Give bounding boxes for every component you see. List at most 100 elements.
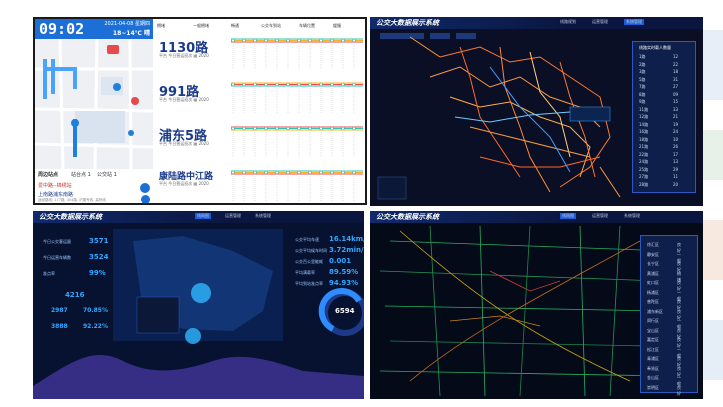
stop-dot[interactable] (341, 82, 345, 87)
line-row[interactable]: 22路 17 (639, 152, 678, 158)
tab-sys[interactable]: 系统管理 (624, 213, 640, 218)
stop-dot[interactable] (319, 82, 323, 87)
line-row[interactable]: 1路 12 (639, 54, 678, 60)
traffic-map[interactable] (370, 211, 703, 399)
stop-dot[interactable] (253, 170, 257, 175)
stop-dot[interactable] (308, 126, 312, 131)
stop-dot[interactable] (341, 38, 345, 43)
stop-dot[interactable] (319, 126, 323, 131)
line-row[interactable]: 9路 15 (639, 99, 678, 105)
stop-dot[interactable] (352, 126, 356, 131)
line-row[interactable]: 3路 18 (639, 69, 678, 75)
tab-network[interactable]: 线网图 (560, 213, 576, 219)
stop-dot[interactable] (352, 38, 356, 43)
tab-sys[interactable]: 系统管理 (624, 19, 644, 25)
district-row[interactable]: 浦东新区 良好 (647, 309, 681, 320)
line-row[interactable]: 7路 27 (639, 84, 678, 90)
stop-dot[interactable] (319, 170, 323, 175)
stop-dot[interactable] (330, 82, 334, 87)
stop-dot[interactable] (253, 126, 257, 131)
route-name-1[interactable]: 1130路 (159, 41, 209, 56)
district-row[interactable]: 闵行区 一般 (647, 318, 681, 329)
stop-dot[interactable] (264, 38, 268, 43)
stop-dot[interactable] (341, 170, 345, 175)
stop-dot[interactable] (242, 126, 246, 131)
tab-sys[interactable]: 系统管理 (255, 213, 271, 218)
navigate-icon[interactable] (140, 183, 150, 193)
stop-dot[interactable] (231, 126, 235, 131)
filter-select-2[interactable] (430, 33, 450, 39)
stop-dot[interactable] (286, 82, 290, 87)
district-row[interactable]: 静安区 一般 (647, 252, 681, 263)
filter-select[interactable] (380, 33, 424, 39)
district-row[interactable]: 崇明区 良好 (647, 385, 681, 396)
district-row[interactable]: 虹口区 良好 (647, 280, 681, 291)
stop-dot[interactable] (286, 126, 290, 131)
bus-network-map[interactable] (370, 17, 703, 206)
tab-bus[interactable]: 公交站 1 (97, 172, 117, 178)
stop-dot[interactable] (330, 38, 334, 43)
stop-dot[interactable] (308, 38, 312, 43)
stop-dot[interactable] (297, 170, 301, 175)
navigate-icon-2[interactable] (141, 195, 150, 203)
line-row[interactable]: 14路 19 (639, 122, 678, 128)
stop-dot[interactable] (330, 170, 334, 175)
stop-dot[interactable] (253, 82, 257, 87)
line-row[interactable]: 27路 11 (639, 174, 678, 180)
stop-dot[interactable] (242, 82, 246, 87)
district-row[interactable]: 嘉定区 良好 (647, 337, 681, 348)
filter-select-3[interactable] (456, 33, 476, 39)
stop-dot[interactable] (286, 38, 290, 43)
stop-dot[interactable] (231, 170, 235, 175)
city-map[interactable] (33, 211, 364, 399)
district-row[interactable]: 宝山区 良好 (647, 328, 681, 339)
stop-dot[interactable] (275, 38, 279, 43)
stop-dot[interactable] (242, 170, 246, 175)
route-name-4[interactable]: 康陆路中江路 (159, 172, 214, 182)
stop-dot[interactable] (275, 170, 279, 175)
tab-ops[interactable]: 运营管理 (592, 19, 608, 24)
line-row[interactable]: 16路 24 (639, 129, 678, 135)
stop-dot[interactable] (286, 170, 290, 175)
stop-dot[interactable] (264, 170, 268, 175)
stop-dot[interactable] (308, 170, 312, 175)
district-row[interactable]: 松江区 一般 (647, 347, 681, 358)
line-row[interactable]: 5路 31 (639, 77, 678, 83)
district-row[interactable]: 黄浦区 拥堵 (647, 271, 681, 282)
district-row[interactable]: 金山区 一般 (647, 375, 681, 386)
stop-dot[interactable] (341, 126, 345, 131)
line-row[interactable]: 24路 13 (639, 159, 678, 165)
stop-dot[interactable] (352, 82, 356, 87)
stop-dot[interactable] (297, 126, 301, 131)
line-row[interactable]: 8路 09 (639, 92, 678, 98)
stop-dot[interactable] (231, 82, 235, 87)
tab-plan[interactable]: 线路规划 (560, 19, 576, 24)
district-row[interactable]: 徐汇区 良好 (647, 242, 681, 253)
district-row[interactable]: 普陀区 良好 (647, 299, 681, 310)
stop-dot[interactable] (264, 82, 268, 87)
route-name-3[interactable]: 浦东5路 (159, 129, 208, 144)
stop-dot[interactable] (253, 38, 257, 43)
district-row[interactable]: 杨浦区 一般 (647, 290, 681, 301)
tab-network[interactable]: 线网图 (195, 213, 211, 219)
route-name-2[interactable]: 991路 (159, 85, 200, 100)
line-row[interactable]: 2路 22 (639, 62, 678, 68)
street-map[interactable] (35, 38, 154, 170)
district-row[interactable]: 长宁区 良好 (647, 261, 681, 272)
line-row[interactable]: 12路 21 (639, 114, 678, 120)
stop-dot[interactable] (231, 38, 235, 43)
tab-ops[interactable]: 运营管理 (592, 213, 608, 218)
stop-1[interactable]: 爱中路--锦绣站 (38, 183, 72, 189)
stop-2[interactable]: 上南路浦东南路 (38, 192, 74, 198)
stop-dot[interactable] (297, 82, 301, 87)
stop-dot[interactable] (297, 38, 301, 43)
district-row[interactable]: 奉贤区 良好 (647, 366, 681, 377)
stop-dot[interactable] (352, 170, 356, 175)
line-row[interactable]: 18路 10 (639, 137, 678, 143)
stop-dot[interactable] (330, 126, 334, 131)
stop-dot[interactable] (275, 82, 279, 87)
line-row[interactable]: 28路 20 (639, 182, 678, 188)
stop-dot[interactable] (275, 126, 279, 131)
line-row[interactable]: 21路 26 (639, 144, 678, 150)
stop-dot[interactable] (319, 38, 323, 43)
